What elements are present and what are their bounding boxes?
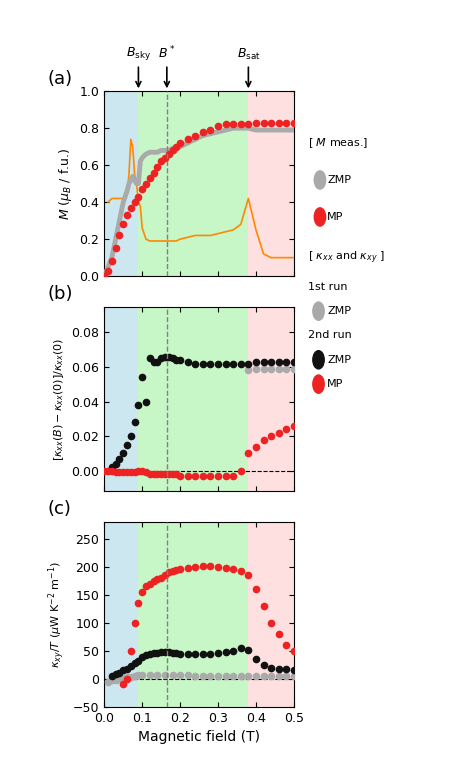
- Text: 2nd run: 2nd run: [308, 331, 352, 340]
- Text: ZMP: ZMP: [327, 355, 351, 365]
- Bar: [248, 306, 294, 492]
- Bar: [104, 91, 138, 276]
- Y-axis label: $M$ ($\mu_B$ / f.u.): $M$ ($\mu_B$ / f.u.): [57, 147, 74, 220]
- Bar: [104, 522, 138, 707]
- Y-axis label: $\kappa_{xy} / T$ ($\mu$W K$^{-2}$ m$^{-1}$): $\kappa_{xy} / T$ ($\mu$W K$^{-2}$ m$^{-…: [46, 561, 67, 668]
- Text: $B^*$: $B^*$: [158, 45, 175, 87]
- Text: ZMP: ZMP: [327, 175, 351, 185]
- Bar: [248, 522, 294, 707]
- Text: [ $\kappa_{xx}$ and $\kappa_{xy}$ ]: [ $\kappa_{xx}$ and $\kappa_{xy}$ ]: [308, 249, 385, 266]
- Text: MP: MP: [327, 212, 344, 222]
- Text: 1st run: 1st run: [308, 282, 347, 292]
- Bar: [138, 522, 248, 707]
- Text: (b): (b): [47, 285, 73, 302]
- X-axis label: Magnetic field (T): Magnetic field (T): [138, 730, 260, 744]
- Bar: [138, 306, 248, 492]
- Y-axis label: $[\kappa_{xx}(B) - \kappa_{xx}(0)] / \kappa_{xx}(0)$: $[\kappa_{xx}(B) - \kappa_{xx}(0)] / \ka…: [52, 337, 66, 461]
- Bar: [104, 306, 138, 492]
- Text: (c): (c): [47, 500, 71, 518]
- Bar: [138, 91, 248, 276]
- Text: (a): (a): [47, 69, 73, 87]
- Text: ZMP: ZMP: [327, 306, 351, 316]
- Text: $B_\mathrm{sky}$: $B_\mathrm{sky}$: [126, 45, 151, 87]
- Text: MP: MP: [327, 379, 344, 389]
- Text: [ $M$ meas.]: [ $M$ meas.]: [308, 136, 368, 150]
- Text: $B_\mathrm{sat}$: $B_\mathrm{sat}$: [237, 46, 260, 87]
- Bar: [248, 91, 294, 276]
